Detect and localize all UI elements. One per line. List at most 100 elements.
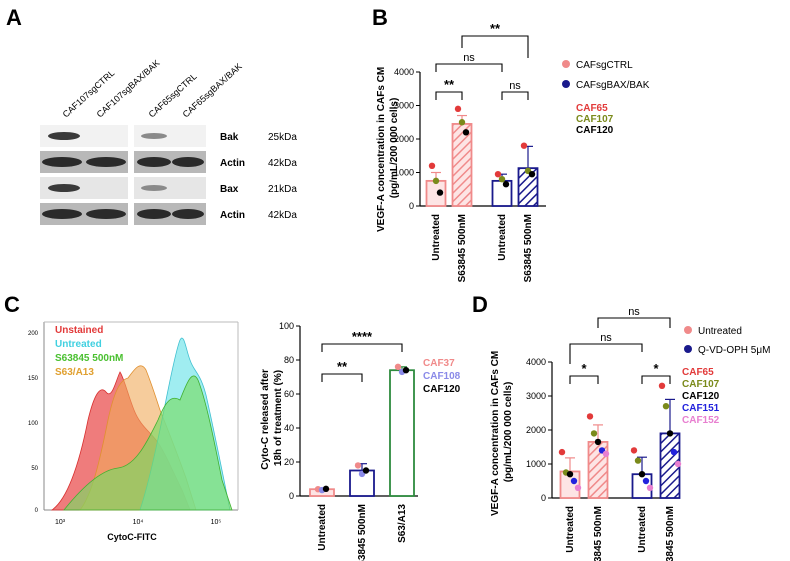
- x-tick-label: S63/A13: [397, 504, 408, 543]
- y-tick-label: 40: [284, 423, 294, 433]
- blot-band: [42, 157, 82, 167]
- significance-label: ns: [509, 80, 521, 92]
- blot-band: [172, 157, 204, 167]
- data-point: [662, 403, 670, 410]
- data-point: [494, 170, 502, 178]
- blot-band: [86, 157, 126, 167]
- data-point: [322, 485, 330, 493]
- data-point: [454, 105, 462, 113]
- blot-strip: [134, 125, 206, 147]
- y-tick-label: 50: [31, 466, 38, 472]
- blot-strip: [40, 177, 128, 199]
- significance-label: ns: [463, 52, 475, 64]
- data-point: [402, 367, 410, 374]
- y-tick-label: 3000: [526, 391, 546, 401]
- y-axis-label-line: 18h of treatment (%): [273, 370, 284, 466]
- data-point: [666, 430, 674, 437]
- y-tick-label: 0: [409, 201, 414, 211]
- data-point: [646, 484, 654, 491]
- data-point: [458, 119, 466, 126]
- legend-label: Unstained: [55, 325, 103, 336]
- lane-label: CAF65sgBAX/BAK: [181, 61, 244, 119]
- western-blot: CAF107sgCTRL CAF107sgBAX/BAK CAF65sgCTRL…: [40, 58, 297, 225]
- cell-line-label: CAF152: [682, 415, 720, 426]
- x-tick-label: Untreated: [497, 214, 508, 261]
- x-tick-label: 10⁵: [211, 519, 222, 526]
- y-tick-label: 80: [284, 355, 294, 365]
- significance-bracket: [569, 343, 643, 364]
- significance-bracket: [461, 35, 529, 58]
- significance-bracket: [597, 317, 671, 328]
- histogram-s63845: [63, 375, 233, 511]
- y-tick-label: 0: [289, 491, 294, 501]
- y-tick-label: 2000: [394, 134, 414, 144]
- protein-label: Actin: [220, 210, 245, 221]
- blot-band: [141, 185, 167, 191]
- data-point: [558, 448, 566, 456]
- data-point: [634, 457, 642, 464]
- data-point: [602, 450, 610, 457]
- y-axis-label: VEGF-A concentration in CAFs CM (pg/mL/2…: [376, 64, 400, 232]
- cell-line-label: CAF65: [576, 103, 608, 114]
- x-tick-label: Untreated: [565, 506, 576, 553]
- data-point: [574, 484, 582, 491]
- x-tick-label: S63845 500nM: [457, 214, 468, 282]
- legend-label: CAFsgCTRL: [576, 60, 633, 71]
- cell-line-label: CAF108: [423, 371, 461, 382]
- kda-label: 25kDa: [268, 132, 297, 143]
- significance-bracket: [435, 63, 503, 72]
- legend-label: Untreated: [698, 326, 742, 337]
- cell-line-label: CAF120: [576, 125, 614, 136]
- kda-label: 42kDa: [268, 158, 297, 169]
- panel-letter-b: B: [372, 5, 388, 30]
- blot-band: [86, 209, 126, 219]
- significance-label: ns: [628, 306, 640, 318]
- data-point: [570, 477, 578, 485]
- y-axis-label-line: VEGF-A concentration in CAFs CM: [490, 351, 501, 516]
- x-tick-label: Untreated: [317, 504, 328, 551]
- legend-label: Q-VD-OPH 5μM: [698, 345, 770, 356]
- panel-letter-a: A: [6, 5, 22, 30]
- significance-label: **: [444, 77, 455, 92]
- blot-strip: [40, 125, 128, 147]
- y-tick-label: 4000: [394, 67, 414, 77]
- y-tick-label: 150: [28, 376, 39, 382]
- y-axis-label: Cyto-C released after 18h of treatment (…: [260, 366, 284, 469]
- data-point: [502, 181, 510, 188]
- significance-bracket: [435, 91, 463, 100]
- data-point: [642, 477, 650, 485]
- significance-label: **: [337, 359, 348, 374]
- cell-line-label: CAF151: [682, 403, 720, 414]
- y-axis-label-line: (pg/mL/200 000 cells): [389, 98, 400, 199]
- legend-marker: [562, 80, 570, 88]
- blot-band: [137, 209, 171, 219]
- blot-band: [172, 209, 204, 219]
- cell-line-label: CAF37: [423, 358, 455, 369]
- data-point: [566, 471, 574, 478]
- x-tick-label: S63845 500nM: [665, 506, 676, 561]
- legend-label: Untreated: [55, 339, 102, 350]
- bar: [389, 369, 415, 497]
- y-axis-label: VEGF-A concentration in CAFs CM (pg/mL/2…: [490, 348, 514, 516]
- y-tick-label: 2000: [526, 425, 546, 435]
- protein-label: Actin: [220, 158, 245, 169]
- legend-label: CAFsgBAX/BAK: [576, 80, 650, 91]
- y-tick-label: 0: [35, 508, 39, 514]
- y-tick-label: 4000: [526, 357, 546, 367]
- panel-letter-d: D: [472, 292, 488, 317]
- x-tick-label: 10⁴: [133, 519, 144, 526]
- data-point: [462, 129, 470, 136]
- x-tick-label: S63845 500nM: [523, 214, 534, 282]
- protein-label: Bax: [220, 184, 239, 195]
- y-axis-label-line: (pg/mL/200 000 cells): [503, 382, 514, 483]
- data-point: [394, 363, 402, 370]
- data-point: [354, 462, 362, 469]
- significance-label: *: [581, 361, 587, 376]
- significance-label: ****: [352, 329, 373, 344]
- cell-line-label: CAF120: [682, 391, 720, 402]
- data-point: [428, 162, 436, 169]
- blot-band: [137, 157, 171, 167]
- data-point: [590, 430, 598, 437]
- data-point: [670, 448, 678, 456]
